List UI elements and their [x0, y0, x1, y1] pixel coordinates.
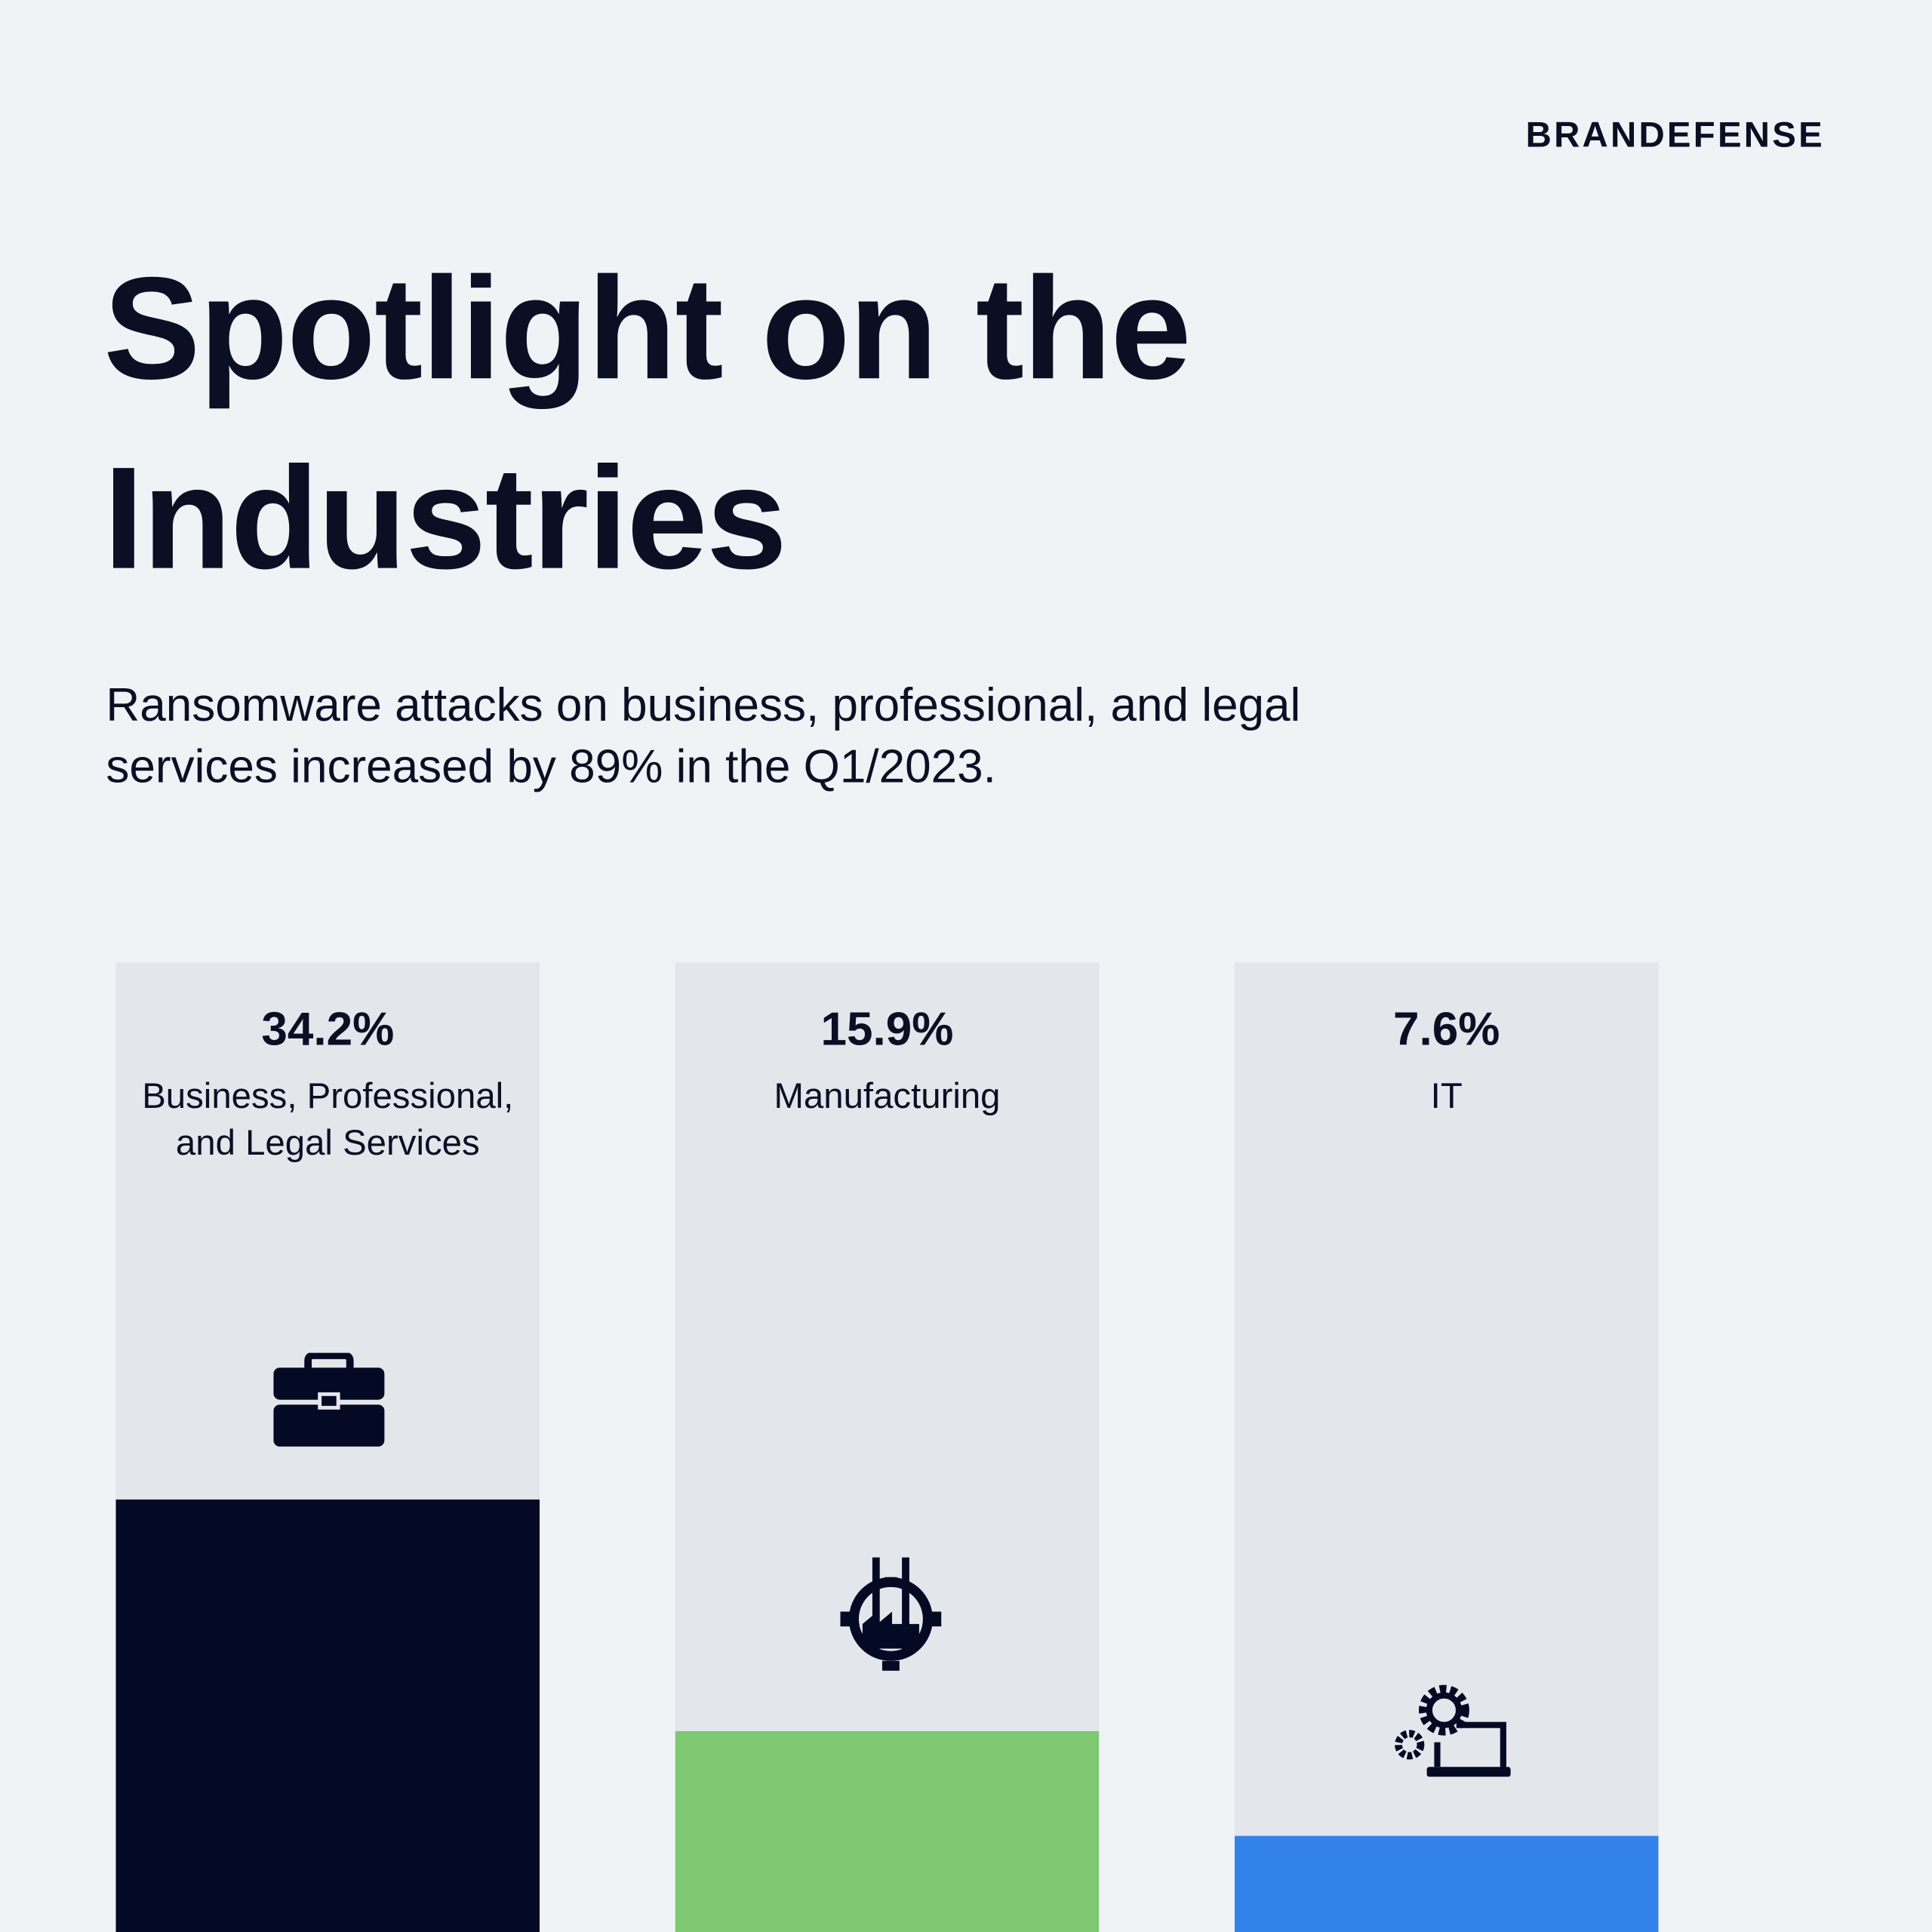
briefcase-icon [273, 1352, 385, 1447]
it-icon [1395, 1684, 1511, 1777]
category-label: IT [1430, 1076, 1463, 1117]
brand-logo: BRANDEFENSE [1525, 115, 1825, 155]
bar [115, 1500, 540, 1932]
bar-panel: 7.6% IT [1234, 962, 1659, 1932]
category-label: Manufacturing [774, 1076, 1001, 1117]
value-label: 34.2% [261, 1004, 395, 1057]
chart-title: Spotlight on the Industries [103, 248, 1191, 601]
category-label: Business, Professional, and Legal Servic… [142, 1076, 514, 1164]
bar-panel: 34.2% Business, Professional, and Legal S… [115, 962, 540, 1932]
bar [675, 1730, 1100, 1932]
value-label: 15.9% [820, 1004, 954, 1057]
value-label: 7.6% [1393, 1004, 1500, 1057]
bar [1234, 1835, 1659, 1932]
factory-icon [840, 1557, 942, 1671]
chart-subtitle: Ransomware attacks on business, professi… [106, 680, 1301, 794]
bar-panel: 15.9% Manufacturing [675, 962, 1100, 1932]
